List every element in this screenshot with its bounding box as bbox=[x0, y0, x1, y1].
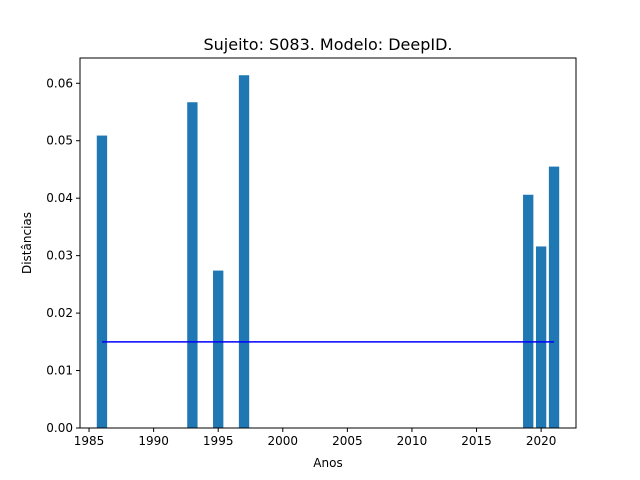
y-tick-label: 0.02 bbox=[46, 306, 73, 320]
x-tick-label: 1990 bbox=[138, 434, 169, 448]
y-tick-label: 0.04 bbox=[46, 191, 73, 205]
y-tick-label: 0.06 bbox=[46, 76, 73, 90]
bar-2019 bbox=[523, 194, 534, 428]
bar-2021 bbox=[548, 166, 560, 428]
x-tick-label: 2015 bbox=[461, 434, 492, 448]
chart-title: Sujeito: S083. Modelo: DeepID. bbox=[203, 35, 452, 54]
x-tick-label: 2010 bbox=[397, 434, 428, 448]
x-tick-label: 1995 bbox=[203, 434, 234, 448]
y-tick-label: 0.00 bbox=[46, 421, 73, 435]
x-tick-label: 1985 bbox=[74, 434, 105, 448]
plot-frame bbox=[79, 57, 577, 429]
bar-1995 bbox=[213, 270, 224, 428]
x-tick-label: 2000 bbox=[268, 434, 299, 448]
y-axis-label: Distâncias bbox=[20, 212, 34, 274]
bar-2020 bbox=[535, 246, 547, 428]
y-tick-label: 0.05 bbox=[46, 134, 73, 148]
x-axis-ticks: 1985 1990 1995 2000 2005 2010 2015 2020 bbox=[74, 428, 557, 448]
bar-1997 bbox=[238, 75, 250, 429]
y-tick-label: 0.03 bbox=[46, 249, 73, 263]
x-tick-label: 2020 bbox=[526, 434, 557, 448]
y-tick-label: 0.01 bbox=[46, 364, 73, 378]
bar-1993 bbox=[187, 102, 198, 429]
x-tick-label: 2005 bbox=[332, 434, 363, 448]
y-axis-ticks: 0.00 0.01 0.02 0.03 0.04 0.05 0.06 bbox=[46, 76, 80, 435]
bars-group bbox=[96, 75, 560, 429]
bar-1986 bbox=[96, 135, 108, 428]
x-axis-label: Anos bbox=[313, 456, 342, 470]
